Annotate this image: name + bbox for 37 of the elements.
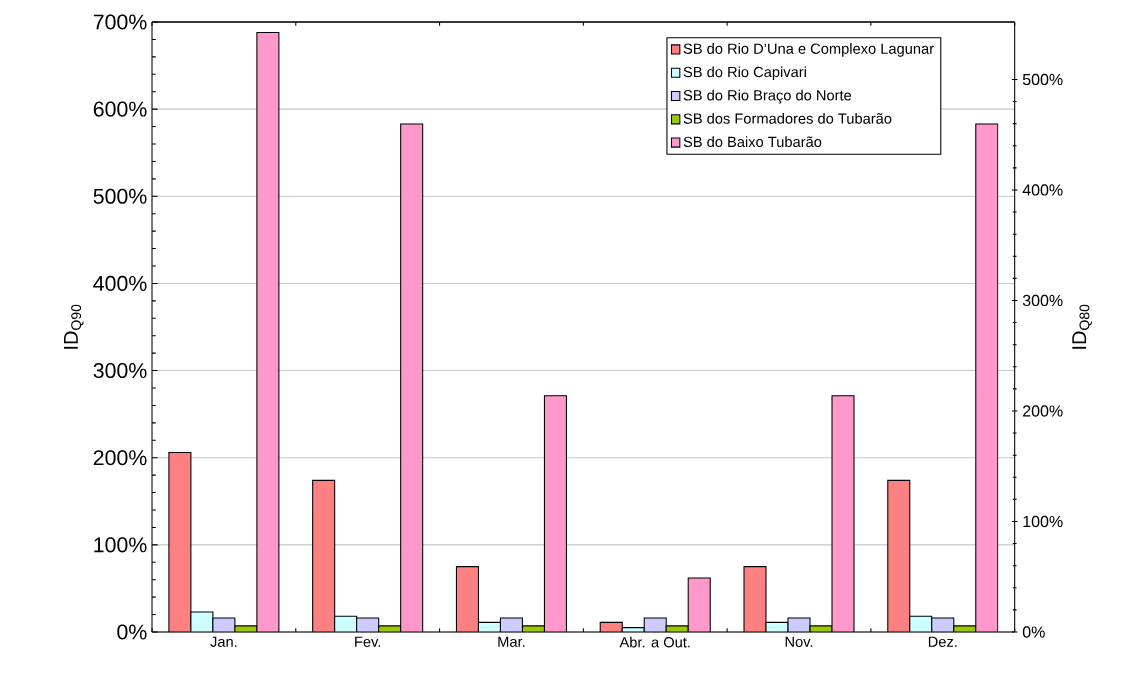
y-tick-label: 100% <box>94 537 147 553</box>
legend-label: SB do Rio D’Una e Complexo Lagunar <box>683 43 934 57</box>
bar <box>832 395 854 632</box>
x-tick-label: Abr. a Out. <box>619 636 690 648</box>
bar <box>400 123 423 632</box>
legend-label: SB do Rio Braço do Norte <box>683 89 852 104</box>
bar <box>456 566 479 632</box>
y2-axis-title: ID$_{Q80}$ <box>1072 304 1092 349</box>
y-axis-title: ID$_{Q90}$ <box>64 304 84 349</box>
legend-label: SB do Baixo Tubarão <box>683 136 822 148</box>
y-tick-label: 300% <box>93 363 147 379</box>
legend-label: SB do Rio Capivari <box>683 66 806 81</box>
bar <box>312 480 335 632</box>
bar <box>256 32 279 632</box>
y-tick-label: 0% <box>117 624 147 640</box>
x-tick-label: Dez. <box>928 636 957 647</box>
x-tick-label: Mar. <box>498 636 525 647</box>
x-tick-label: Jan. <box>210 636 237 647</box>
y2-tick-label: 500% <box>1022 73 1063 86</box>
y2-tick-label: 200% <box>1023 405 1063 417</box>
y2-tick-label: 300% <box>1022 294 1063 307</box>
y2-tick-label: 400% <box>1022 184 1063 196</box>
y-tick-label: 500% <box>93 188 147 204</box>
bar <box>887 479 911 632</box>
bar <box>975 123 999 632</box>
bar <box>168 452 191 632</box>
bar <box>544 395 567 632</box>
x-tick-label: Fev. <box>355 636 381 647</box>
y-tick-label: 400% <box>93 275 147 291</box>
y-tick-label: 600% <box>93 101 147 117</box>
legend-label: SB dos Formadores do Tubarão <box>683 112 892 124</box>
y2-tick-label: 0% <box>1022 626 1045 638</box>
y-tick-label: 700% <box>93 14 147 30</box>
y-tick-label: 200% <box>93 450 147 466</box>
y2-tick-label: 100% <box>1023 515 1063 528</box>
x-tick-label: Nov. <box>785 636 813 647</box>
bar <box>688 577 711 632</box>
